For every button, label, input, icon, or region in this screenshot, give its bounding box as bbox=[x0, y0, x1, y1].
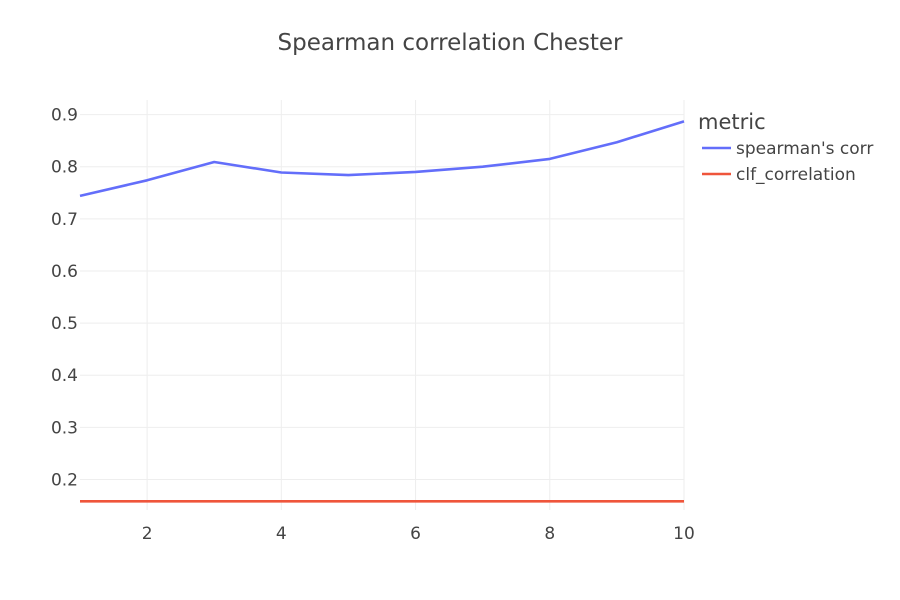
y-tick-label: 0.6 bbox=[51, 262, 78, 282]
x-tick-label: 8 bbox=[544, 524, 555, 544]
y-tick-label: 0.2 bbox=[51, 470, 78, 490]
y-tick-label: 0.8 bbox=[51, 158, 78, 178]
y-axis: 0.2 0.3 0.4 0.5 0.6 0.7 0.8 0.9 bbox=[51, 106, 78, 491]
legend: metric spearman's corr clf_correlation bbox=[698, 110, 873, 185]
y-tick-label: 0.7 bbox=[51, 210, 78, 230]
x-axis: 2 4 6 8 10 bbox=[142, 524, 695, 544]
legend-label: spearman's corr bbox=[736, 139, 873, 159]
y-tick-label: 0.9 bbox=[51, 106, 78, 126]
legend-title: metric bbox=[698, 110, 766, 134]
y-tick-label: 0.5 bbox=[51, 314, 78, 334]
y-tick-label: 0.3 bbox=[51, 418, 78, 438]
chart-title: Spearman correlation Chester bbox=[278, 30, 624, 56]
plot-area bbox=[79, 120, 685, 503]
x-tick-label: 4 bbox=[276, 524, 287, 544]
y-tick-label: 0.4 bbox=[51, 366, 78, 386]
series-line-1 bbox=[79, 120, 685, 198]
legend-label: clf_correlation bbox=[736, 165, 856, 185]
x-tick-label: 6 bbox=[410, 524, 421, 544]
x-tick-label: 2 bbox=[142, 524, 153, 544]
grid bbox=[80, 100, 685, 510]
x-tick-label: 10 bbox=[673, 524, 695, 544]
